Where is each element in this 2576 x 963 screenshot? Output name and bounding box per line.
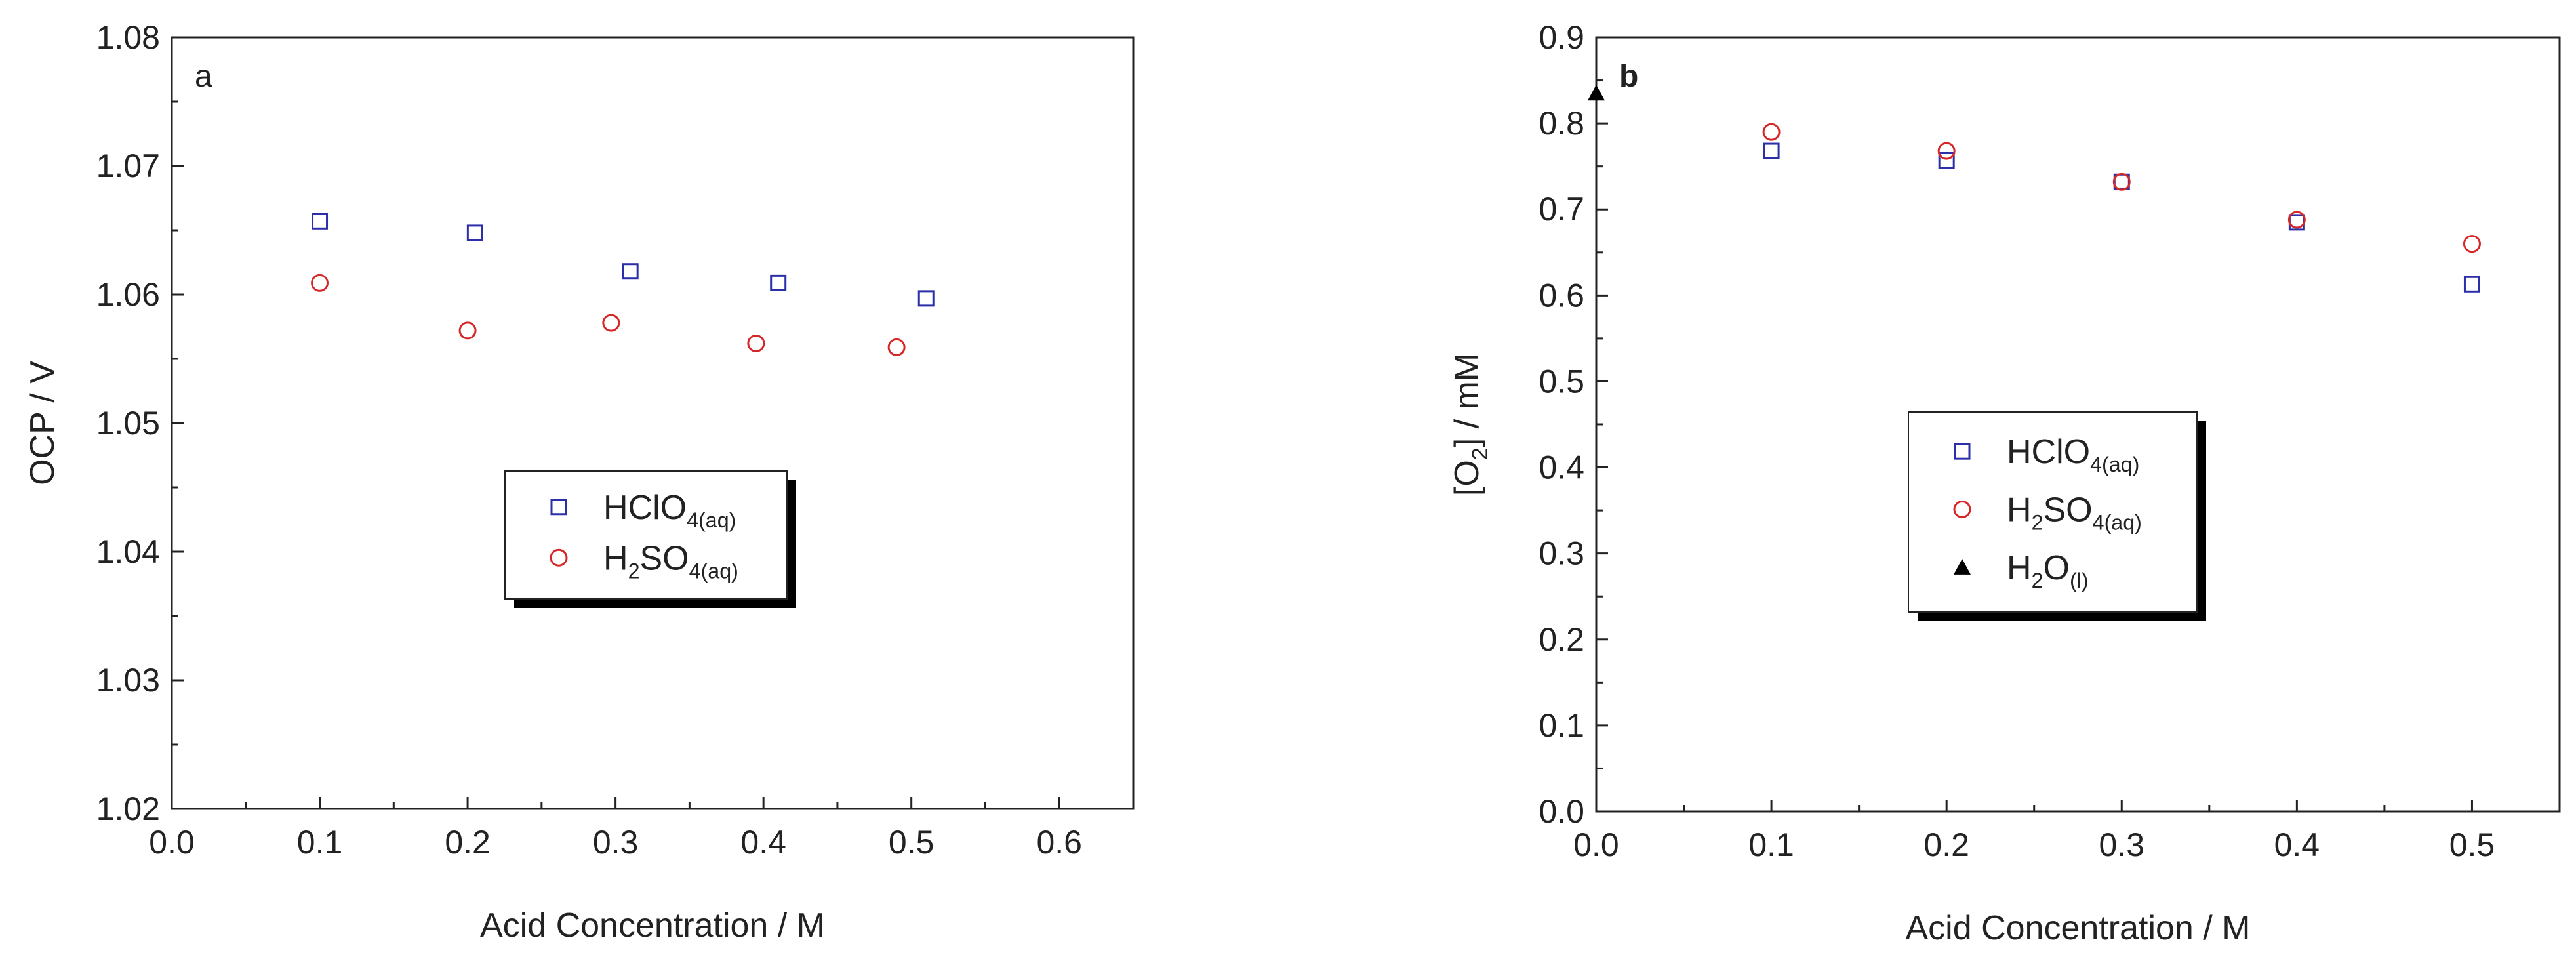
legend-entry-label: HClO4(aq) [603,489,736,532]
y-tick-label: 1.04 [96,533,160,570]
legend-entry-label: H2SO4(aq) [2007,491,2142,535]
y-tick-label: 1.06 [96,276,160,313]
data-point [887,338,906,356]
x-tick-label: 0.4 [740,824,786,861]
chart-panel-b: 0.0 0.1 0.2 0.3 0.4 0.5 0.0 0.1 0.2 0.3 0.4 0.5 0.6 0… [1448,19,2561,947]
data-point [917,290,935,307]
data-point [770,274,787,291]
data-point [747,334,765,352]
y-tick-label: 0.4 [1539,449,1584,486]
legend-marker [550,548,568,567]
x-tick-label: 0.0 [149,824,195,861]
legend [1908,411,2198,613]
data-point [312,213,329,230]
series-0-points [1763,142,2480,293]
y-tick-label: 0.3 [1539,535,1584,572]
plot-frame [171,36,1135,810]
x-axis-label: Acid Concentration / M [480,907,825,945]
legend-marker [1954,558,1971,575]
y-tick-label: 0.6 [1539,277,1584,314]
panel-label: b [1619,59,1638,94]
y-tick-label: 0.1 [1539,707,1584,744]
y-tick-label: 0.9 [1539,19,1584,56]
y-tick-label: 0.8 [1539,105,1584,142]
x-tick-label: 0.3 [2099,827,2145,863]
legend-entry-label: H2O(l) [2007,549,2089,592]
series-2-points [1588,85,1605,101]
y-tick-label: 0.2 [1539,621,1584,658]
legend-marker [550,499,567,516]
x-tick-label: 0.5 [889,824,935,861]
data-point [2287,211,2306,229]
x-tick-label: 0.2 [1923,827,1969,863]
data-point [602,314,620,332]
data-point [2112,173,2131,191]
data-point [2463,276,2480,293]
x-tick-label: 0.1 [1748,827,1794,863]
series-0-points [312,213,935,307]
y-tick-label: 0.7 [1539,191,1584,228]
y-axis-label: OCP / V [24,361,62,485]
legend-entry-label: H2SO4(aq) [603,539,738,583]
x-tick-label: 0.0 [1573,827,1619,863]
y-tick-label: 1.07 [96,148,160,184]
data-point [1937,142,1956,160]
y-tick-label: 1.02 [96,790,160,827]
data-point [1588,85,1605,101]
data-point [311,274,329,292]
data-point [1762,123,1781,141]
legend-entry-label: HClO4(aq) [2007,433,2139,476]
x-tick-label: 0.6 [1036,824,1082,861]
panel-label: a [195,59,212,94]
x-tick-label: 0.1 [297,824,343,861]
data-point [458,321,477,340]
legend-marker [1954,443,1971,460]
legend [504,470,788,600]
series-1-points [1762,123,2481,253]
x-tick-label: 0.2 [445,824,491,861]
data-point [622,263,639,280]
data-point [466,224,483,241]
data-point [1763,142,1780,159]
chart-panel-a: 0.0 0.1 0.2 0.3 0.4 0.5 0.6 1.02 1.03 1.04 1.05 1.0… [24,19,1135,945]
x-tick-label: 0.4 [2274,827,2320,863]
data-point [2463,235,2481,253]
y-axis-label: [O2] / mM [1448,353,1493,496]
x-axis-label: Acid Concentration / M [1905,909,2250,947]
x-tick-label: 0.3 [593,824,639,861]
data-point [1938,152,1955,169]
y-tick-label: 1.05 [96,405,160,441]
legend-marker [1953,501,1971,518]
y-tick-label: 0.0 [1539,793,1584,830]
series-1-points [311,274,906,356]
x-tick-label: 0.5 [2449,827,2495,863]
y-tick-label: 0.5 [1539,363,1584,400]
y-tick-label: 1.08 [96,19,160,56]
y-tick-label: 1.03 [96,662,160,699]
